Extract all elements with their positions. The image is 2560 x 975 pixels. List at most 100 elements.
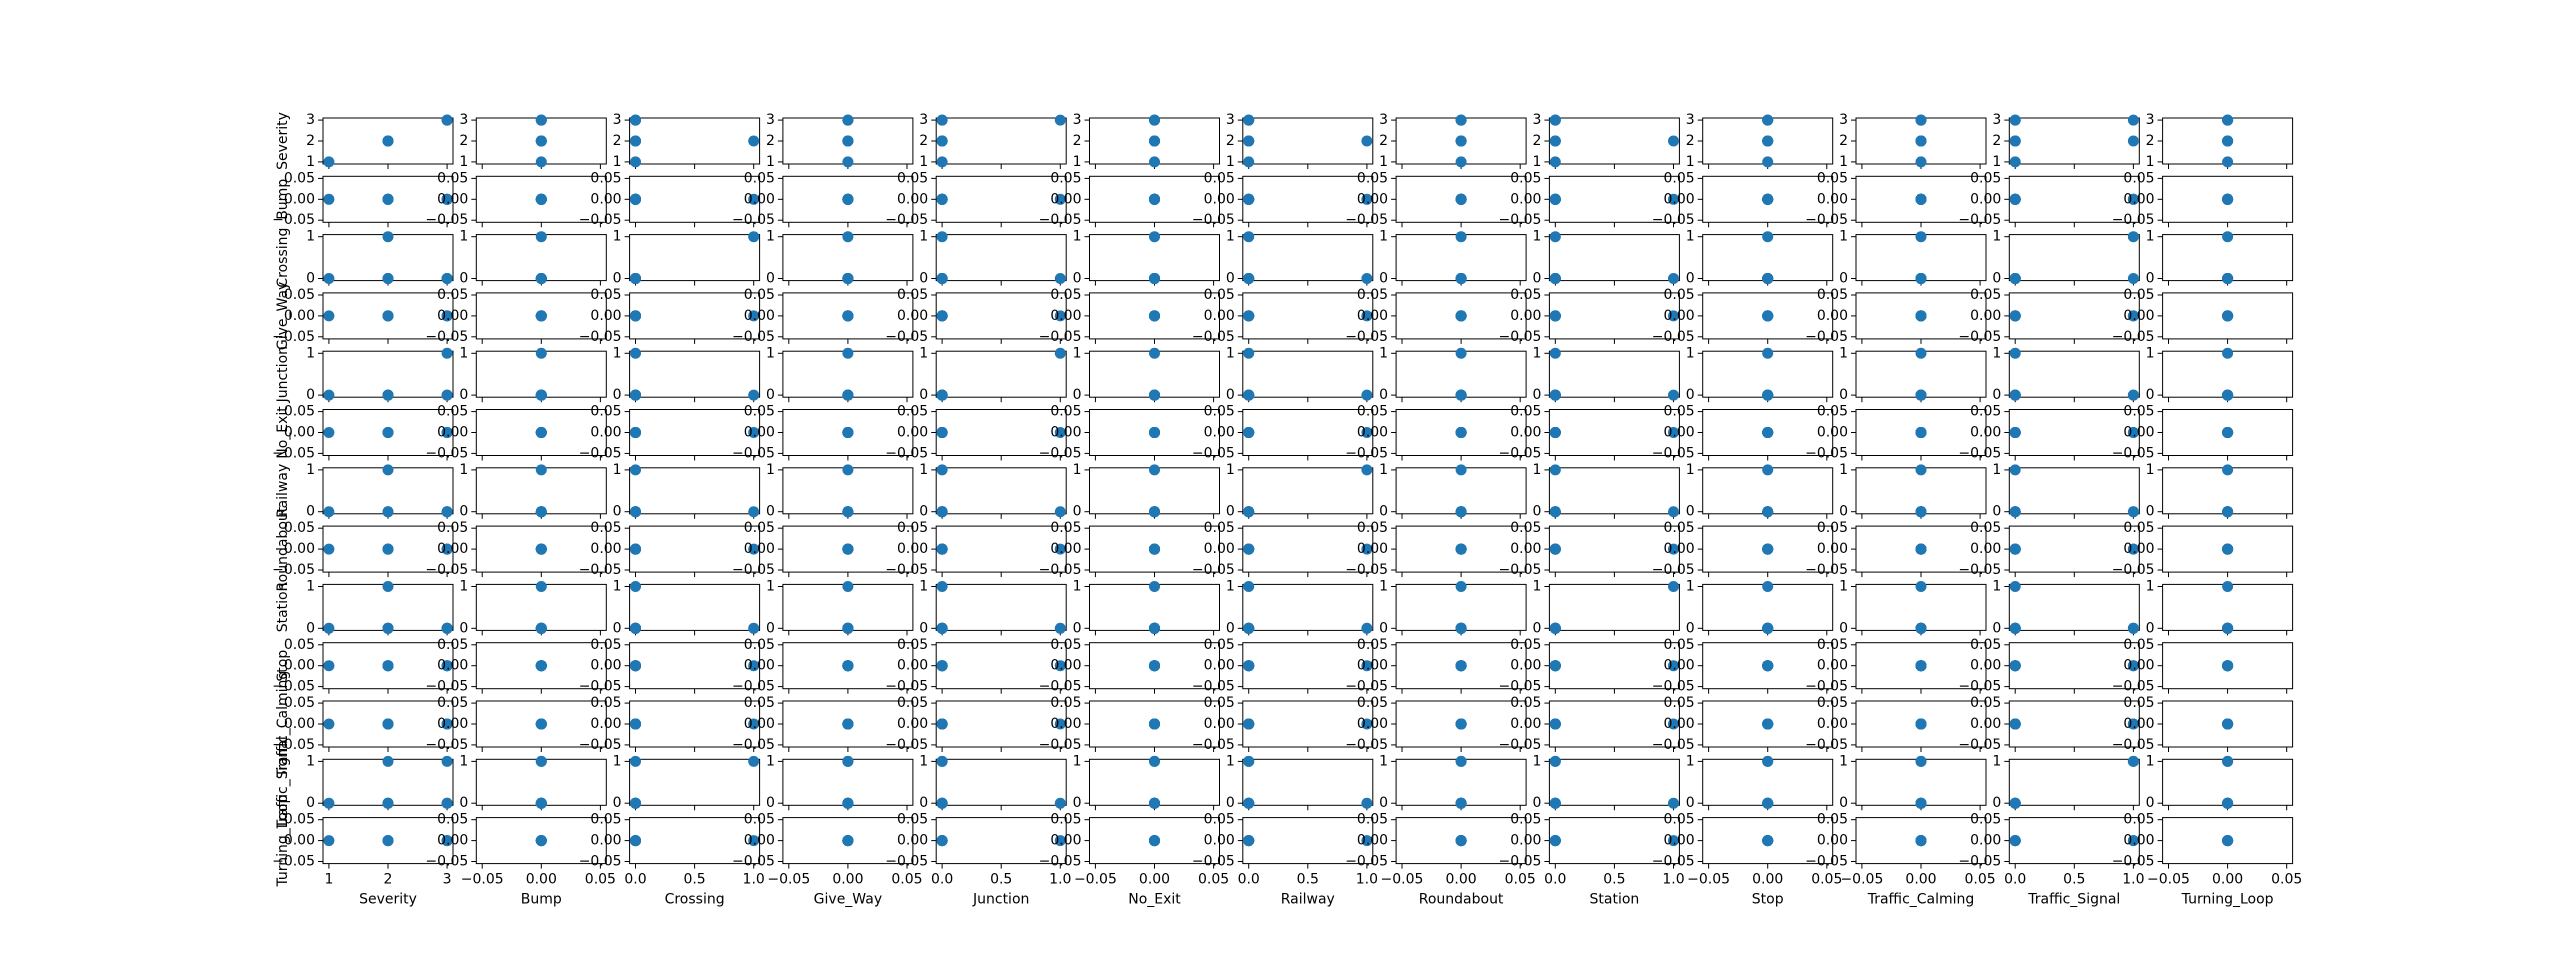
point	[1915, 156, 1927, 168]
point	[1243, 427, 1255, 438]
y-tick-label: 0.00	[590, 833, 621, 849]
y-tick-label: 0.05	[1817, 695, 1848, 711]
point	[842, 797, 854, 809]
y-tick-label: 0.05	[1050, 287, 1081, 303]
y-tick-label: 0	[766, 271, 775, 287]
point	[748, 622, 760, 634]
point	[1762, 755, 1774, 767]
y-tick-label: 0	[1686, 387, 1695, 403]
point	[630, 835, 642, 847]
y-tick-label: 1	[613, 229, 622, 245]
y-tick-label: −0.05	[579, 445, 622, 461]
point	[535, 310, 547, 322]
point	[1915, 464, 1927, 476]
point	[936, 114, 948, 126]
point	[842, 622, 854, 634]
y-tick-label: 0	[459, 620, 468, 636]
y-tick-label: −0.05	[1345, 562, 1388, 578]
point	[382, 389, 394, 401]
point	[1455, 660, 1467, 672]
y-tick-label: −0.05	[1805, 679, 1848, 695]
x-axis-label: Bump	[521, 892, 562, 908]
y-tick-label: 0.05	[1204, 170, 1235, 186]
y-tick-label: −0.05	[1958, 562, 2001, 578]
point	[936, 464, 948, 476]
y-tick-label: −0.05	[732, 212, 775, 228]
point	[1549, 310, 1561, 322]
x-tick-label: 0.00	[1752, 872, 1783, 888]
point	[1243, 506, 1255, 518]
point	[1455, 114, 1467, 126]
y-tick-label: −0.05	[1039, 854, 1082, 870]
point	[842, 718, 854, 730]
axes-frame	[935, 117, 1067, 165]
axes-frame	[1548, 117, 1680, 165]
y-tick-label: 1	[1532, 345, 1541, 361]
x-tick-label: −0.05	[2147, 872, 2190, 888]
x-tick-label: 0.5	[1603, 872, 1625, 888]
point	[1667, 718, 1679, 730]
point	[1455, 156, 1467, 168]
point	[1455, 464, 1467, 476]
y-tick-label: 0.05	[2123, 520, 2154, 536]
point	[1361, 310, 1373, 322]
y-tick-label: 0	[613, 387, 622, 403]
y-tick-label: 0	[1532, 387, 1541, 403]
point	[936, 580, 948, 592]
y-tick-label: 1	[613, 578, 622, 594]
point	[1915, 506, 1927, 518]
point	[1549, 193, 1561, 205]
point	[382, 797, 394, 809]
y-tick-label: 0.00	[1050, 541, 1081, 557]
y-tick-label: 1	[1839, 462, 1848, 478]
y-tick-label: 3	[766, 112, 775, 128]
y-tick-label: 1	[1686, 345, 1695, 361]
y-tick-label: −0.05	[732, 445, 775, 461]
y-tick-label: 0	[1839, 504, 1848, 520]
y-tick-label: −0.05	[1805, 854, 1848, 870]
y-tick-label: 1	[1532, 578, 1541, 594]
y-tick-label: 1	[1839, 753, 1848, 769]
y-tick-label: 1	[1532, 229, 1541, 245]
axes-frame	[2008, 350, 2140, 398]
point	[1915, 389, 1927, 401]
y-tick-label: 0.00	[1664, 716, 1695, 732]
y-tick-label: 1	[766, 578, 775, 594]
y-tick-label: 0.05	[1357, 170, 1388, 186]
point	[1762, 622, 1774, 634]
point	[382, 231, 394, 243]
point	[1549, 797, 1561, 809]
x-tick-label: 0.5	[1297, 872, 1319, 888]
x-tick-label: 1.0	[1662, 872, 1684, 888]
y-tick-label: 0.05	[1970, 812, 2001, 828]
y-tick-label: −0.05	[272, 212, 315, 228]
y-tick-label: 0	[919, 271, 928, 287]
y-tick-label: −0.05	[272, 854, 315, 870]
point	[936, 135, 948, 147]
point	[842, 231, 854, 243]
y-tick-label: 0	[1073, 504, 1082, 520]
y-tick-label: −0.05	[1958, 445, 2001, 461]
point	[630, 156, 642, 168]
y-tick-label: 0.00	[1817, 716, 1848, 732]
y-tick-label: 1	[1379, 229, 1388, 245]
x-tick-label: 0.05	[2271, 872, 2302, 888]
y-tick-label: 0.05	[1204, 520, 1235, 536]
point	[1054, 347, 1066, 359]
y-tick-label: 0	[919, 620, 928, 636]
y-tick-label: 0.00	[590, 541, 621, 557]
y-tick-label: 0.00	[1510, 833, 1541, 849]
y-tick-label: −0.05	[2112, 854, 2155, 870]
point	[842, 660, 854, 672]
y-tick-label: 0.05	[1357, 637, 1388, 653]
axes-frame	[1242, 234, 1374, 282]
y-tick-label: 0.05	[590, 695, 621, 711]
y-tick-label: −0.05	[732, 329, 775, 345]
point	[2127, 114, 2139, 126]
x-axis-label: Traffic_Calming	[1867, 892, 1975, 908]
point	[1243, 580, 1255, 592]
point	[842, 310, 854, 322]
x-tick-label: 1.0	[1356, 872, 1378, 888]
y-tick-label: 0.00	[1357, 541, 1388, 557]
